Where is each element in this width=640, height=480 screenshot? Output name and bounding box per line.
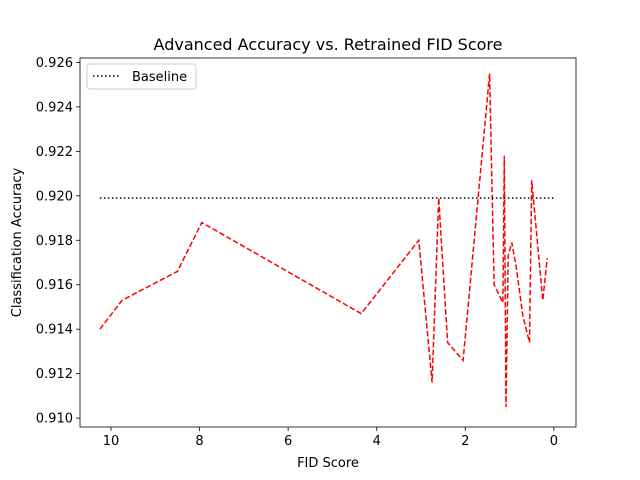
x-tick-label: 6 <box>284 434 292 449</box>
x-axis: 10 8 6 4 2 0 <box>103 427 558 449</box>
x-tick-label: 4 <box>373 434 381 449</box>
legend-baseline-label: Baseline <box>132 70 187 85</box>
legend: Baseline <box>86 63 197 90</box>
y-axis: 0.910 0.912 0.914 0.916 0.918 0.920 0.922 0.924… <box>36 56 80 427</box>
x-tick-label: 8 <box>195 434 203 449</box>
y-tick-label: 0.914 <box>36 323 73 338</box>
y-tick-label: 0.912 <box>36 367 73 382</box>
y-axis-label: Classification Accuracy <box>10 167 25 317</box>
x-axis-label: FID Score <box>297 456 359 471</box>
x-tick-label: 10 <box>103 434 120 449</box>
y-tick-label: 0.926 <box>36 56 73 71</box>
y-tick-label: 0.910 <box>36 412 73 427</box>
legend-box <box>86 63 197 90</box>
y-tick-label: 0.920 <box>36 189 73 204</box>
plot-frame <box>79 57 577 428</box>
y-tick-label: 0.924 <box>36 100 73 115</box>
chart-title: Advanced Accuracy vs. Retrained FID Scor… <box>154 35 503 54</box>
y-tick-label: 0.918 <box>36 234 73 249</box>
x-tick-label: 2 <box>461 434 469 449</box>
x-tick-label: 0 <box>550 434 558 449</box>
plot-area <box>99 73 554 408</box>
accuracy-series-line <box>99 73 548 408</box>
y-tick-label: 0.922 <box>36 145 73 160</box>
y-tick-label: 0.916 <box>36 278 73 293</box>
